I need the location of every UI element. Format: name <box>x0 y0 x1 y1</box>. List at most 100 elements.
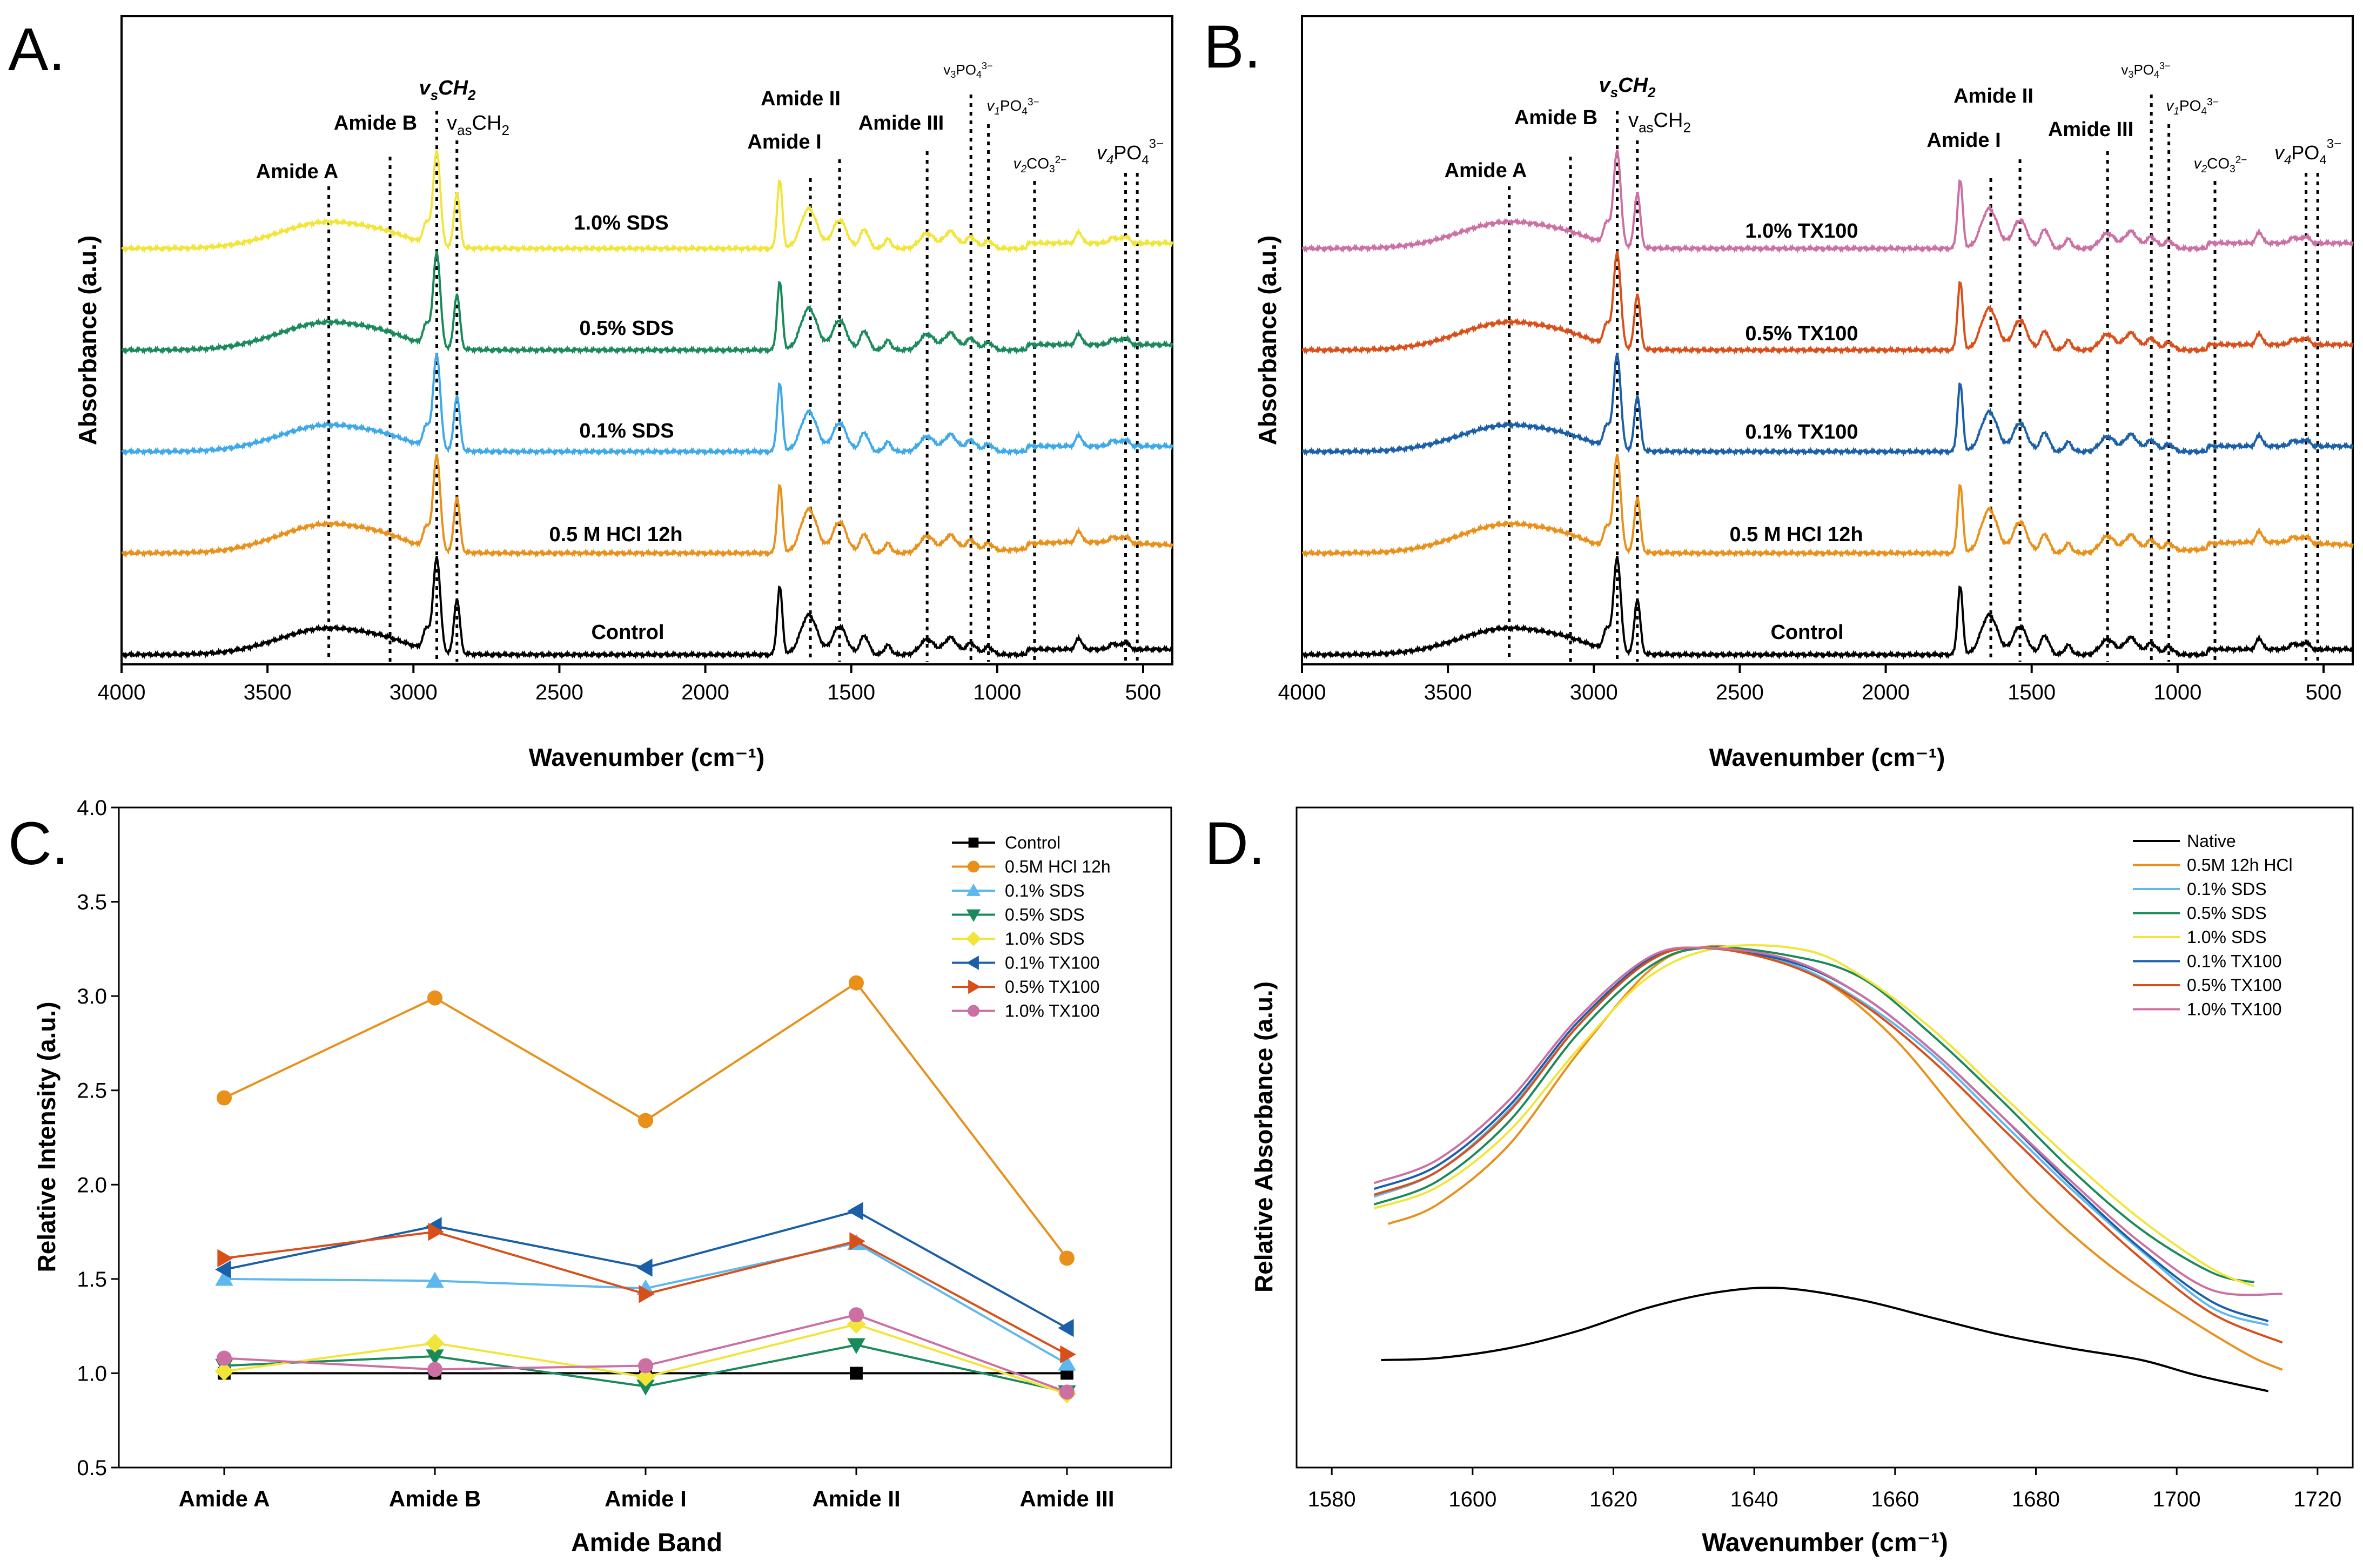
band-label-amide-iii-b: Amide III <box>2048 118 2133 141</box>
panel-b-label: B. <box>1204 13 1261 80</box>
series-label-0-5-sds: 0.5% SDS <box>579 317 674 340</box>
legend-label-0-5-sds: 0.5% SDS <box>1005 905 1085 925</box>
curve-1-0-sds <box>1373 944 2255 1288</box>
point-marker-circle <box>968 1005 979 1017</box>
point-marker-triangle-down <box>426 1349 444 1365</box>
panel-a-band-labels: Amide A Amide B vsCH2 vasCH2 Amide II Am… <box>256 60 1164 183</box>
spectrum-control <box>121 556 1173 660</box>
band-label-v3po4: v3PO43− <box>943 60 992 80</box>
band-label-v1po4-b: v1PO43− <box>2166 97 2218 117</box>
point-marker-triangle-left <box>847 1202 863 1220</box>
point-marker-circle <box>1059 1384 1075 1400</box>
point-marker-triangle-right <box>1060 1345 1076 1364</box>
panel-b-spectra <box>1301 150 2354 660</box>
y-tick-label: 3.5 <box>77 891 107 914</box>
band-label-amide-a-b: Amide A <box>1445 159 1527 182</box>
panel-d: D. Relative Absorbance (a.u.) Wavenumber… <box>1205 806 2354 1557</box>
panel-a-xlabel: Wavenumber (cm⁻¹) <box>529 743 765 771</box>
spectrum-0-1-sds <box>121 353 1173 457</box>
y-tick-label: 3.0 <box>77 985 107 1008</box>
x-tick-label: Amide III <box>1019 1486 1114 1511</box>
legend-label-0-1-sds: 0.1% SDS <box>1005 881 1085 900</box>
x-tick-label: 1000 <box>2153 681 2201 704</box>
band-label-amide-iii: Amide III <box>858 112 944 134</box>
spectrum-0-5-tx100 <box>1301 251 2354 355</box>
spectrum-1-0-tx100 <box>1301 150 2354 254</box>
x-tick-label: 1660 <box>1871 1488 1919 1511</box>
band-label-amide-ii-b: Amide II <box>1953 85 2033 107</box>
point-marker-circle <box>968 860 979 873</box>
point-marker-triangle-up <box>426 1271 444 1288</box>
point-marker-triangle-right <box>968 979 981 994</box>
x-tick-label: 4000 <box>1278 681 1326 704</box>
band-label-amide-ii: Amide II <box>761 88 841 110</box>
x-tick-label: 1680 <box>2012 1488 2060 1511</box>
legend-label-0-5m-hcl-12h: 0.5M HCl 12h <box>1005 857 1111 877</box>
panel-a-ticks: 4000 3500 3000 2500 2000 1500 1000 500 <box>98 664 1161 704</box>
legend-label-0-5-tx100: 0.5% TX100 <box>2187 975 2282 995</box>
x-tick-label: 2000 <box>681 681 729 704</box>
band-label-v1po4: v1PO43− <box>986 97 1039 117</box>
panel-c: C. Relative Intensity (a.u.) Amide Band … <box>8 796 1172 1557</box>
y-tick-label: 4.0 <box>77 796 107 820</box>
band-label-vas-ch2: vasCH2 <box>447 112 509 138</box>
band-label-amide-i-b: Amide I <box>1926 129 2001 152</box>
legend-label-0-5-tx100: 0.5% TX100 <box>1005 977 1100 997</box>
x-tick-label: Amide I <box>605 1486 687 1511</box>
point-marker-triangle-right <box>428 1222 444 1241</box>
x-tick-label: 1500 <box>827 681 875 704</box>
point-marker-triangle-left <box>215 1260 231 1279</box>
band-label-amide-a: Amide A <box>256 160 339 183</box>
panel-c-xlabel: Amide Band <box>571 1529 722 1557</box>
x-tick-label: 2000 <box>1862 681 1910 704</box>
legend-label-1-0-sds: 1.0% SDS <box>2187 927 2267 947</box>
band-label-amide-i: Amide I <box>747 131 821 153</box>
panel-c-series <box>214 975 1077 1404</box>
legend-label-1-0-sds: 1.0% SDS <box>1005 929 1085 948</box>
spectrum-0-5-m-hcl-12h <box>1301 454 2354 558</box>
y-tick-label: 2.5 <box>77 1079 107 1103</box>
panel-c-label: C. <box>8 810 69 877</box>
panel-c-legend: Control 0.5M HCl 12h 0.1% SDS 0.5% SDS 1.0% … <box>952 833 1111 1021</box>
panel-b-ticks: 4000 3500 3000 2500 2000 1500 1000 500 <box>1278 664 2342 704</box>
point-marker-triangle-down <box>636 1379 655 1396</box>
point-marker-triangle-right <box>849 1232 865 1250</box>
series-label-control: Control <box>591 621 664 644</box>
x-tick-label: 500 <box>2306 681 2342 704</box>
panel-d-legend: Native 0.5M 12h HCl 0.1% SDS 0.5% SDS 1.0% S… <box>2133 831 2293 1019</box>
legend-label-0-5-sds: 0.5% SDS <box>2187 904 2267 923</box>
panel-a: A. Absorbance (a.u.) Wavenumber (cm⁻¹) 4… <box>8 15 1173 771</box>
point-marker-triangle-up <box>1058 1355 1076 1371</box>
x-tick-label: 2500 <box>1716 681 1764 704</box>
band-label-v4po4-b: v4PO43− <box>2274 137 2341 167</box>
x-tick-label: 2500 <box>535 681 583 704</box>
point-marker-square <box>850 1367 863 1380</box>
panel-b-frame <box>1301 15 2354 665</box>
x-tick-label: 1720 <box>2293 1488 2341 1511</box>
x-tick-label: 1580 <box>1308 1488 1356 1511</box>
point-marker-triangle-left <box>636 1259 653 1277</box>
panel-d-ylabel: Relative Absorbance (a.u.) <box>1250 981 1278 1293</box>
band-label-v4po4: v4PO43− <box>1097 137 1164 167</box>
point-marker-circle <box>638 1113 653 1128</box>
x-tick-label: 1640 <box>1730 1488 1778 1511</box>
series-label-hcl-b: 0.5 M HCl 12h <box>1729 523 1863 546</box>
curve-0-1-tx100 <box>1373 946 2269 1322</box>
point-marker-diamond <box>966 931 981 946</box>
x-tick-label: 3000 <box>1570 681 1618 704</box>
legend-label-0-5m-12h-hcl: 0.5M 12h HCl <box>2187 856 2293 875</box>
panel-d-axes: 1580 1600 1620 1640 1660 1680 1700 1720 <box>1308 1468 2341 1511</box>
point-marker-circle <box>427 990 442 1006</box>
panel-a-frame <box>120 15 1173 665</box>
y-tick-label: 1.5 <box>77 1268 107 1291</box>
curve-0-5-tx100 <box>1373 946 2283 1344</box>
series-label-1-0-tx100: 1.0% TX100 <box>1745 220 1858 243</box>
point-marker-triangle-right <box>639 1284 655 1303</box>
x-tick-label: 1700 <box>2153 1488 2201 1511</box>
panel-a-series-labels: 1.0% SDS 0.5% SDS 0.1% SDS 0.5 M HCl 12h… <box>549 212 682 644</box>
point-marker-square <box>968 837 979 848</box>
point-marker-diamond <box>636 1367 655 1387</box>
point-marker-triangle-right <box>217 1249 233 1268</box>
x-tick-label: 1000 <box>973 681 1021 704</box>
